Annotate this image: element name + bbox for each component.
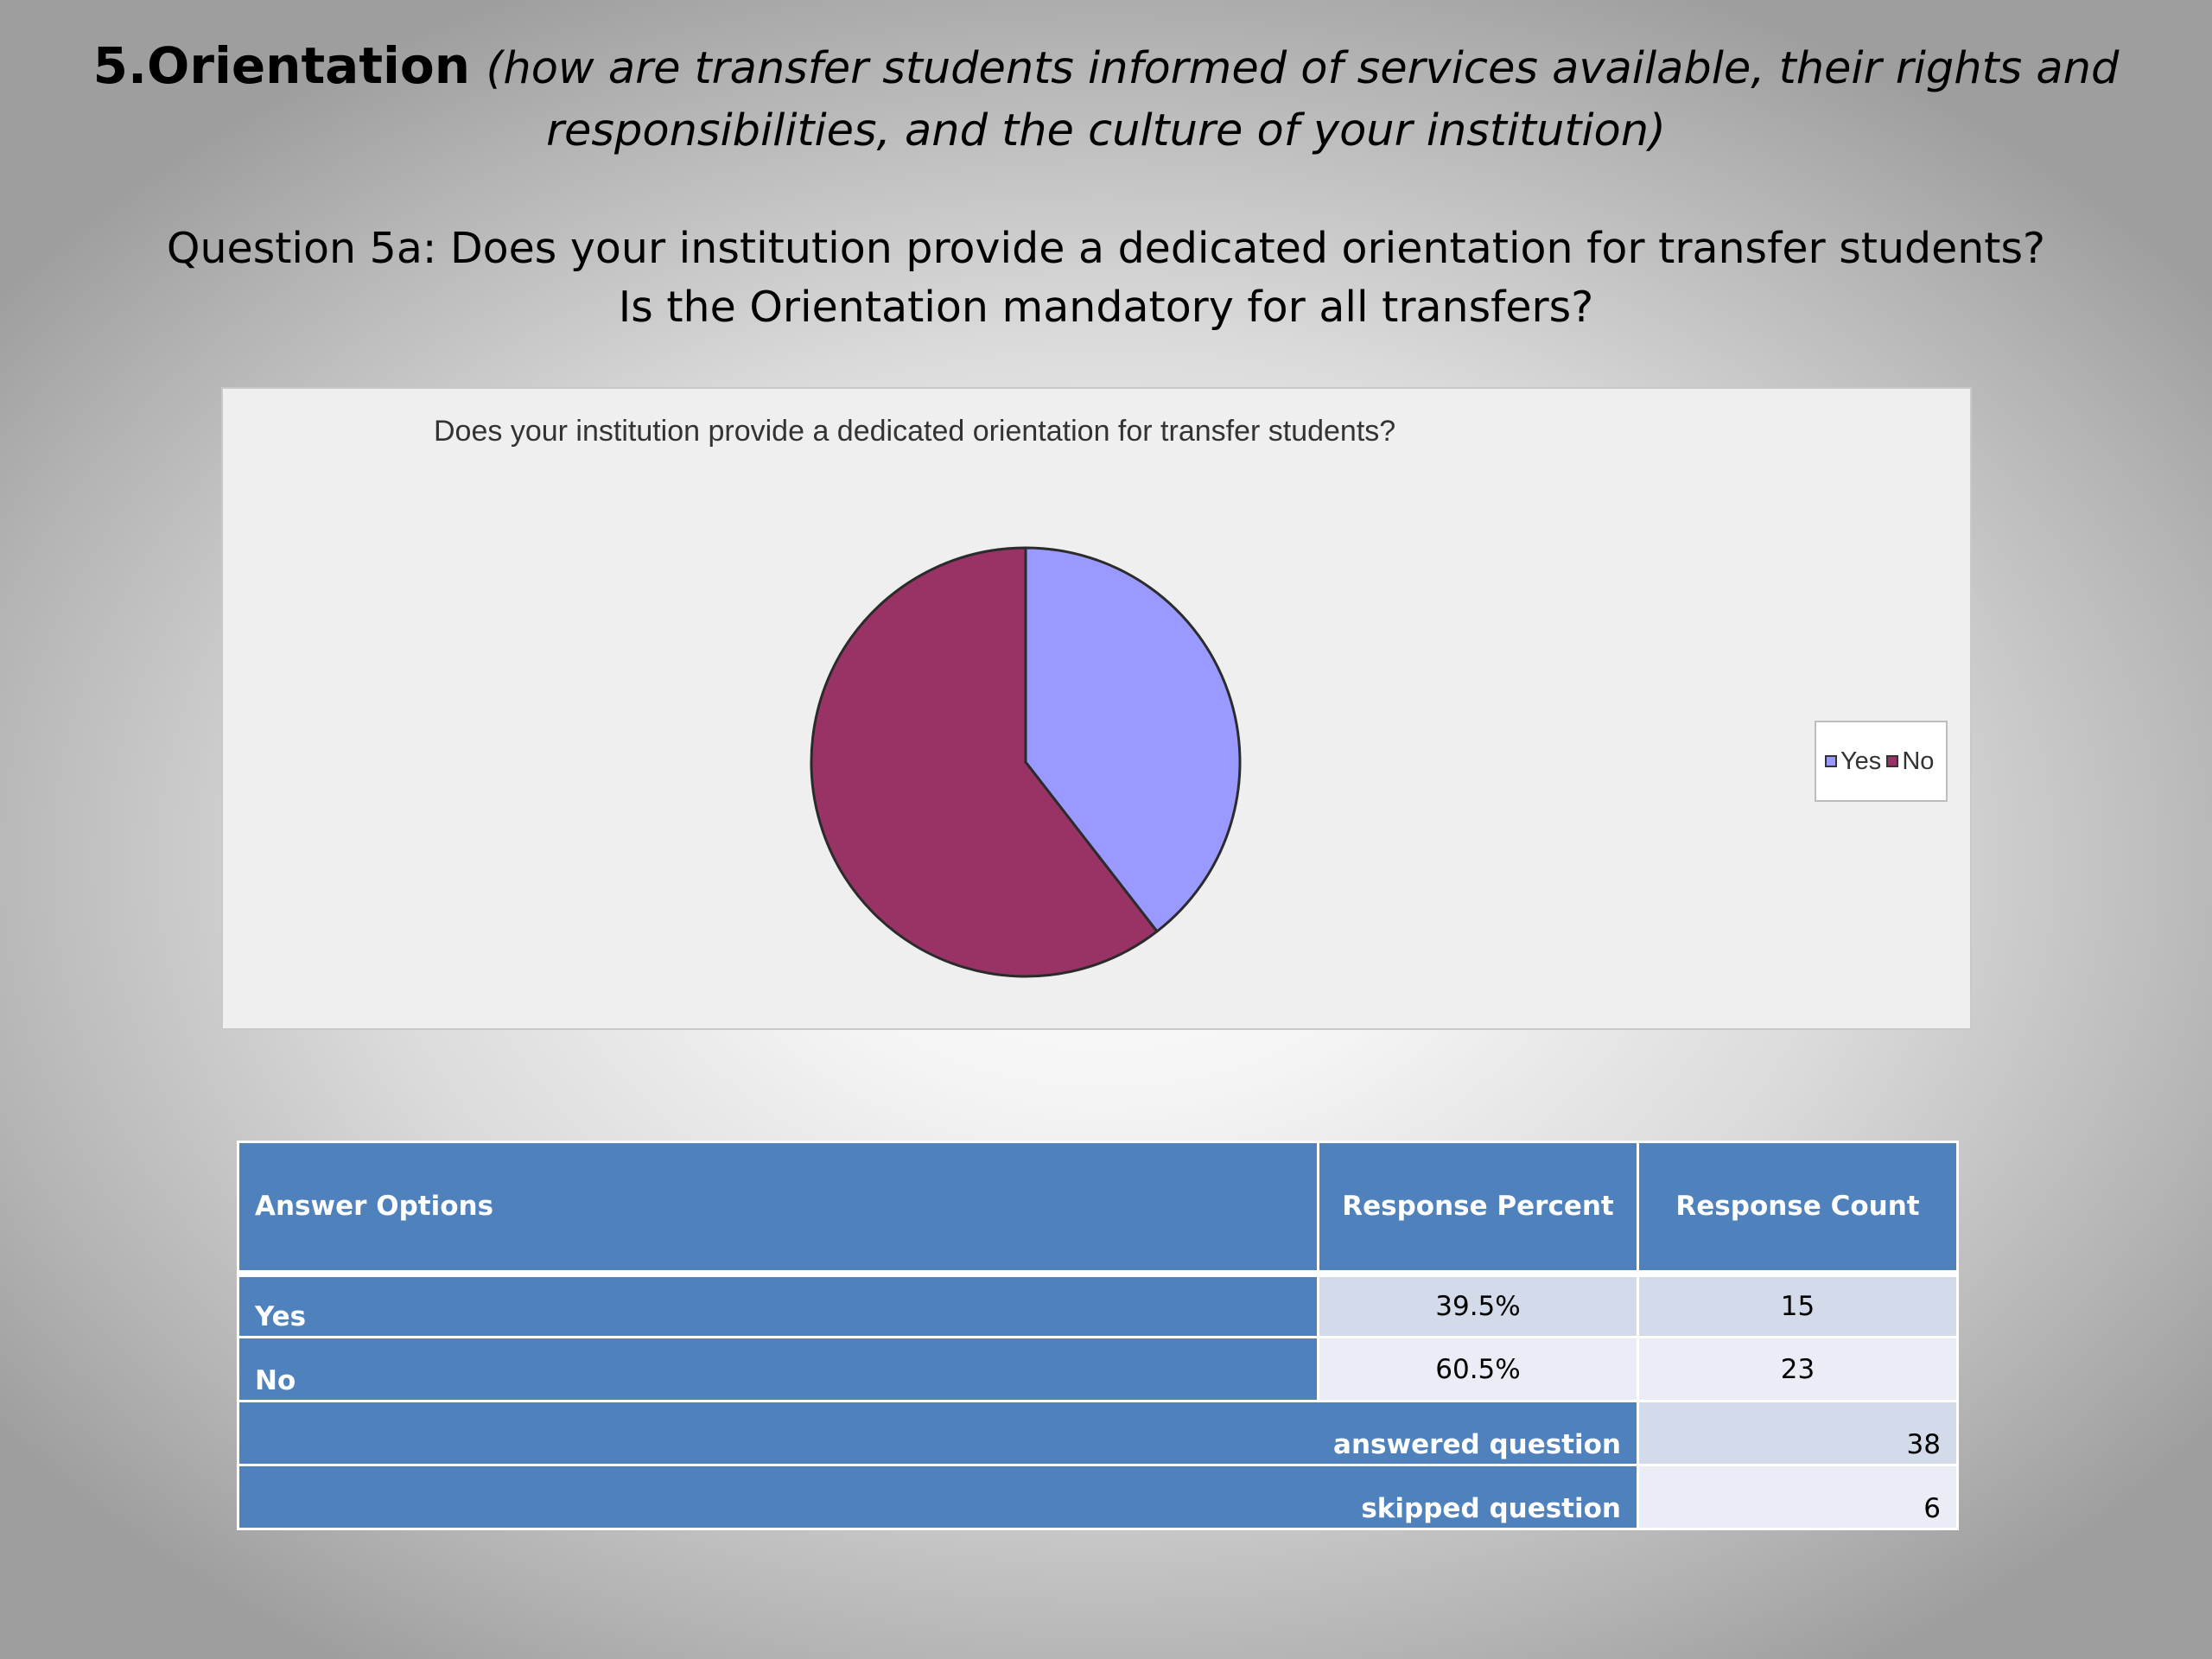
slide-title-main: 5.Orientation (92, 36, 471, 95)
answered-row: answered question 38 (237, 1400, 1959, 1466)
legend-item-no: No (1886, 747, 1934, 776)
question-text: Question 5a: Does your institution provi… (166, 224, 2046, 273)
header-response-count: Response Count (1637, 1141, 1959, 1274)
pie-slice-no (810, 546, 1159, 978)
skipped-question-value: 6 (1637, 1464, 1959, 1530)
answered-question-value: 38 (1637, 1400, 1959, 1466)
response-count-no: 23 (1637, 1336, 1959, 1402)
pie-chart-panel: Does your institution provide a dedicate… (221, 387, 1972, 1030)
table-header-row: Answer Options Response Percent Response… (237, 1141, 1959, 1274)
slide-title-subtitle-continued: responsibilities, and the culture of you… (546, 105, 1666, 156)
legend-swatch-no (1886, 755, 1899, 767)
table-row: Yes 39.5% 15 (237, 1269, 1959, 1338)
legend-label-no: No (1902, 747, 1935, 775)
chart-legend: Yes No (1815, 721, 1948, 802)
question-text-continued: Is the Orientation mandatory for all tra… (618, 283, 1594, 332)
response-count-yes: 15 (1637, 1269, 1959, 1338)
answer-option-no: No (237, 1336, 1319, 1402)
pie-chart (810, 546, 1242, 978)
pie-slice-yes (1024, 546, 1242, 933)
answer-option-yes: Yes (237, 1269, 1319, 1338)
response-percent-yes: 39.5% (1317, 1269, 1639, 1338)
response-table: Answer Options Response Percent Response… (237, 1141, 1959, 1530)
slide-title: 5.Orientation (how are transfer students… (0, 31, 2212, 104)
skipped-row: skipped question 6 (237, 1464, 1959, 1530)
answered-question-label: answered question (237, 1400, 1639, 1466)
skipped-question-label: skipped question (237, 1464, 1639, 1530)
response-percent-no: 60.5% (1317, 1336, 1639, 1402)
legend-swatch-yes (1825, 755, 1837, 767)
legend-label-yes: Yes (1840, 747, 1882, 775)
slide-title-subtitle: (how are transfer students informed of s… (486, 43, 2120, 94)
chart-title: Does your institution provide a dedicate… (434, 415, 1396, 448)
legend-item-yes: Yes (1825, 747, 1881, 776)
table-row: No 60.5% 23 (237, 1336, 1959, 1402)
header-response-percent: Response Percent (1317, 1141, 1639, 1274)
header-answer-options: Answer Options (237, 1141, 1319, 1274)
